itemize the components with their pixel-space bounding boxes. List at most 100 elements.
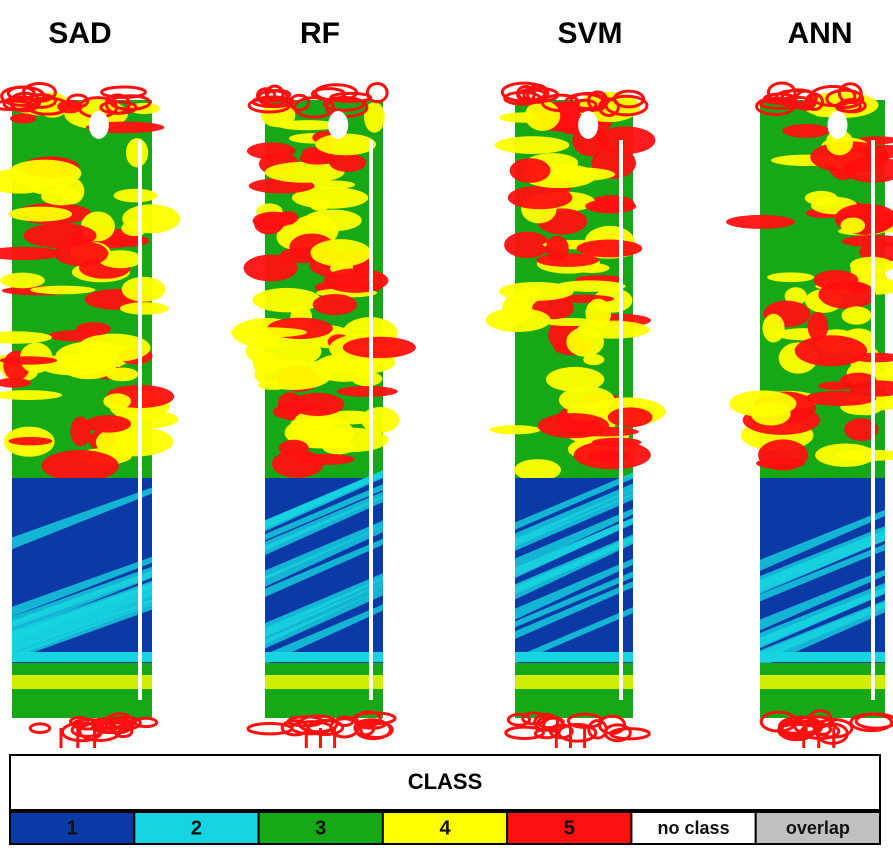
blob xyxy=(121,276,166,302)
streak xyxy=(265,526,383,587)
edge-scribble xyxy=(109,94,152,111)
blob xyxy=(794,335,868,367)
streak xyxy=(515,558,633,620)
blob xyxy=(509,158,551,183)
blob xyxy=(75,322,111,336)
blob xyxy=(840,217,866,234)
streak xyxy=(515,493,633,551)
blob xyxy=(0,377,31,388)
blob xyxy=(583,354,605,366)
blob xyxy=(767,272,815,283)
map-low-band xyxy=(515,652,633,662)
blob xyxy=(7,159,82,188)
streak xyxy=(515,607,633,664)
blob xyxy=(364,101,385,133)
edge-scribble xyxy=(525,83,550,104)
blob xyxy=(842,156,893,183)
blob xyxy=(276,120,339,131)
blob xyxy=(309,199,331,211)
blob xyxy=(485,308,551,333)
streak xyxy=(265,495,383,556)
blob xyxy=(0,272,45,289)
legend-label: 4 xyxy=(439,817,451,839)
classification-map xyxy=(726,81,893,748)
edge-scribble xyxy=(522,88,548,103)
edge-scribble xyxy=(533,712,560,732)
blob xyxy=(278,439,309,457)
legend-label: overlap xyxy=(786,818,850,838)
streak xyxy=(12,487,152,550)
blob xyxy=(762,313,785,343)
panel-title: ANN xyxy=(788,17,853,50)
blob xyxy=(252,287,322,313)
streak xyxy=(515,581,633,639)
streak xyxy=(760,509,885,571)
streak xyxy=(515,518,633,577)
blob xyxy=(807,311,829,342)
blob xyxy=(782,124,831,138)
blob xyxy=(8,436,53,446)
edge-scribble xyxy=(25,93,57,109)
classification-map xyxy=(230,81,416,748)
hole xyxy=(827,111,848,139)
blob xyxy=(245,335,322,368)
blob xyxy=(329,153,367,173)
streak xyxy=(12,570,152,628)
blob xyxy=(855,404,879,416)
edge-gap xyxy=(369,140,373,700)
edge-scribble xyxy=(310,87,347,101)
streak xyxy=(515,571,633,628)
legend-label: 5 xyxy=(564,817,575,839)
blob xyxy=(494,136,570,154)
blob xyxy=(840,372,877,389)
legend-swatch xyxy=(381,811,509,845)
blob xyxy=(246,142,296,160)
streak xyxy=(760,544,885,602)
edge-gap xyxy=(871,140,875,700)
blob xyxy=(8,206,73,222)
blob xyxy=(351,371,383,387)
streak xyxy=(760,587,885,647)
blob xyxy=(41,450,119,482)
blob xyxy=(489,425,541,435)
map-low-band xyxy=(12,652,152,662)
legend-swatch xyxy=(506,811,633,845)
map-low-band xyxy=(515,675,633,689)
edge-gap xyxy=(619,140,623,700)
edge-scribble xyxy=(355,710,382,728)
streak xyxy=(12,556,152,617)
edge-scribble xyxy=(251,95,295,109)
edge-scribble xyxy=(297,714,339,734)
blob xyxy=(103,393,131,410)
blob xyxy=(585,199,637,214)
blob xyxy=(85,415,132,433)
blob xyxy=(841,306,872,325)
streak xyxy=(760,534,885,593)
edge-scribble xyxy=(25,96,70,116)
edge-scribble xyxy=(774,88,819,105)
blob xyxy=(125,138,149,168)
edge-scribble xyxy=(609,727,651,741)
edge-scribble xyxy=(256,87,277,104)
blob xyxy=(113,188,158,203)
blob xyxy=(758,439,809,471)
edge-scribble xyxy=(6,85,36,101)
panel-title: SAD xyxy=(48,17,111,50)
map-low-band xyxy=(265,652,383,662)
blob xyxy=(846,282,868,295)
blob xyxy=(254,214,284,235)
blob xyxy=(514,459,562,481)
edge-scribble xyxy=(280,719,310,737)
blob xyxy=(296,453,355,465)
blob xyxy=(119,302,169,315)
streak xyxy=(515,472,633,530)
legend-swatch xyxy=(630,811,757,845)
map-low-band xyxy=(265,675,383,689)
blob xyxy=(0,246,63,261)
blob xyxy=(312,427,389,453)
blob xyxy=(290,392,345,417)
blob xyxy=(545,366,605,392)
blob xyxy=(573,440,651,470)
blob xyxy=(537,413,610,439)
legend-swatch xyxy=(9,811,136,845)
